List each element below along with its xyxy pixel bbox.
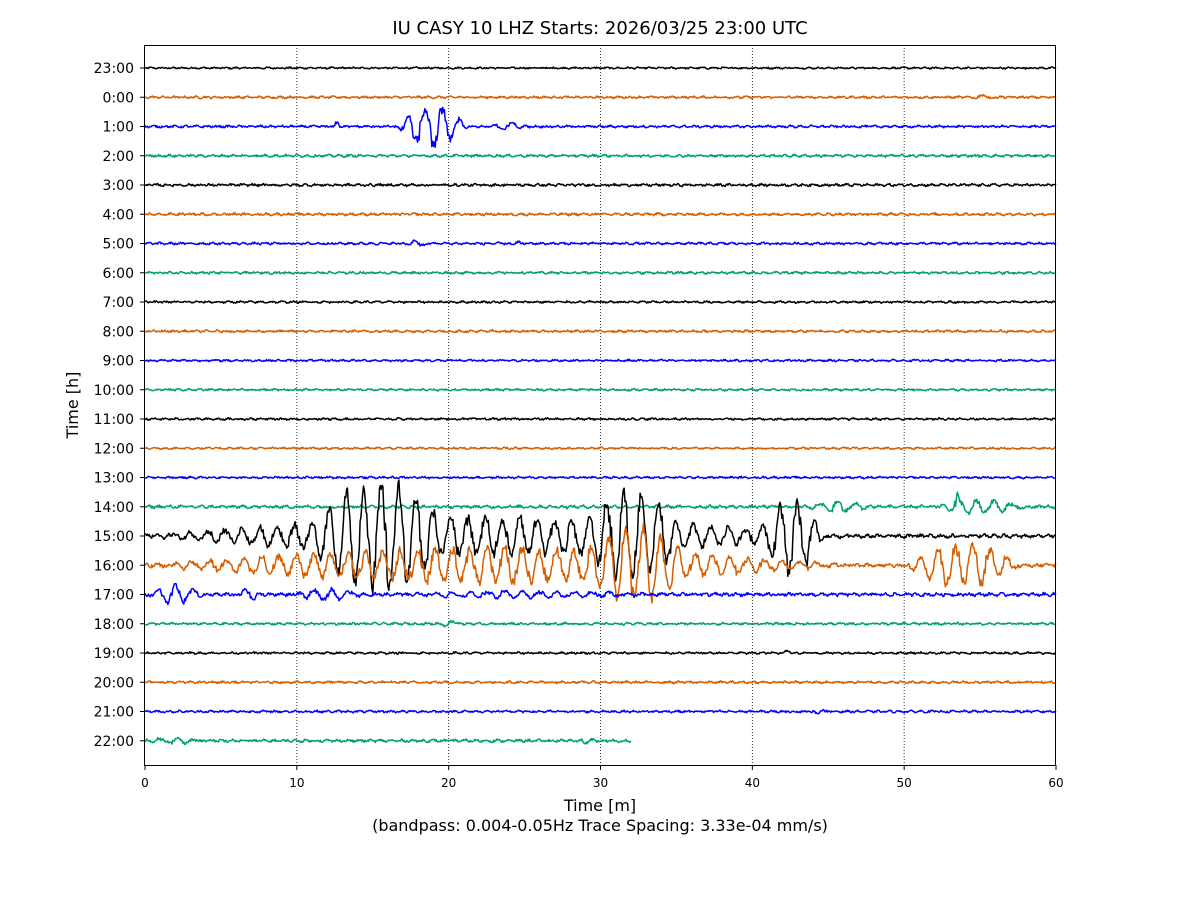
y-tick-label: 10:00 [94,383,134,399]
trace-1700 [144,582,1057,606]
vertical-gridlines [296,45,905,765]
y-tick-label: 7:00 [103,295,134,311]
y-axis-ticks: 23:00 0:00 1:00 2:00 3:00 4:00 5:00 6:00 7:00 8:0… [94,61,145,750]
y-tick-label: 12:00 [94,441,134,457]
trace-1600 [144,522,1057,604]
trace-000 [144,93,1057,100]
y-tick-label: 21:00 [94,705,134,721]
y-tick-label: 9:00 [103,354,134,370]
y-tick-label: 14:00 [94,500,134,516]
trace-200 [144,153,1057,159]
y-tick-label: 23:00 [94,61,134,77]
trace-1400 [144,491,1057,516]
chart-subtitle: (bandpass: 0.004-0.05Hz Trace Spacing: 3… [372,816,828,835]
trace-600 [145,270,1057,275]
y-tick-label: 0:00 [103,90,134,106]
trace-800 [144,329,1057,334]
y-tick-label: 5:00 [103,237,134,253]
trace-1300 [144,475,1057,480]
trace-1900 [144,649,1057,656]
trace-500 [144,239,1057,247]
x-tick-label: 10 [289,776,304,790]
y-tick-label: 1:00 [103,120,134,136]
y-tick-label: 19:00 [94,646,134,662]
x-axis-ticks: 0 10 20 30 40 50 60 [141,765,1064,790]
y-tick-label: 6:00 [103,266,134,282]
trace-2200 [144,736,632,746]
x-tick-label: 0 [141,776,149,790]
y-tick-label: 11:00 [94,412,134,428]
chart-title: IU CASY 10 LHZ Starts: 2026/03/25 23:00 … [392,18,807,39]
y-tick-label: 4:00 [103,207,134,223]
trace-400 [144,211,1057,217]
seismic-traces [144,66,1057,746]
y-tick-label: 16:00 [94,558,134,574]
y-tick-label: 13:00 [94,471,134,487]
x-tick-label: 60 [1048,776,1063,790]
x-tick-label: 40 [745,776,760,790]
y-tick-label: 15:00 [94,529,134,545]
y-tick-label: 8:00 [103,324,134,340]
y-tick-label: 18:00 [94,617,134,633]
x-axis-label: Time [m] [563,796,636,815]
trace-900 [144,358,1057,363]
y-tick-label: 2:00 [103,149,134,165]
trace-2100 [144,708,1057,715]
x-tick-label: 30 [593,776,608,790]
trace-2300 [144,66,1057,70]
trace-100 [144,106,1057,149]
trace-2000 [144,680,1057,685]
trace-1000 [144,387,1057,392]
y-tick-label: 20:00 [94,675,134,691]
trace-1200 [144,446,1057,451]
trace-1500 [144,479,1057,594]
x-tick-label: 20 [441,776,456,790]
y-axis-label: Time [h] [63,372,82,440]
x-tick-label: 50 [897,776,912,790]
y-tick-label: 17:00 [94,588,134,604]
plot-frame [144,45,1056,766]
trace-1800 [144,619,1057,628]
y-tick-label: 22:00 [94,734,134,750]
trace-700 [144,299,1057,305]
y-tick-label: 3:00 [103,178,134,194]
trace-300 [144,182,1057,188]
trace-1100 [144,416,1057,421]
